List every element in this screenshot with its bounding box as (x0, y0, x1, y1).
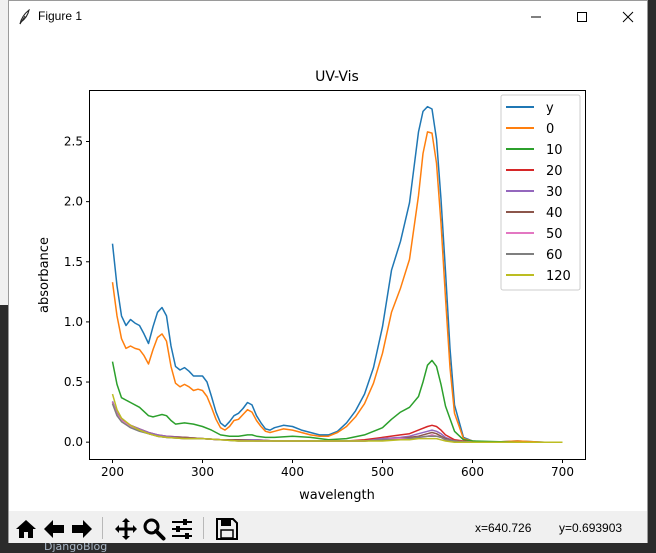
pan-button[interactable] (112, 515, 140, 543)
x-tick-label: 700 (551, 465, 574, 479)
uv-vis-chart[interactable]: UV-Vis 200 300 400 500 600 700 0.00.51.01.52.… (9, 32, 647, 511)
x-tick-label: 400 (281, 465, 304, 479)
y-tick-label: 0.5 (64, 375, 83, 389)
back-button[interactable] (40, 515, 68, 543)
feather-icon (19, 9, 30, 25)
zoom-icon (143, 518, 166, 541)
close-button[interactable] (605, 1, 651, 32)
legend-label-30: 30 (546, 185, 563, 200)
close-icon (622, 11, 634, 22)
series-line-40 (111, 402, 563, 443)
legend-label-60: 60 (546, 248, 563, 263)
background-project-label: DjangoBlog (44, 540, 108, 553)
zoom-button[interactable] (140, 515, 168, 543)
legend-label-120: 120 (546, 269, 571, 284)
x-tick-label: 200 (101, 465, 124, 479)
x-axis-label: wavelength (299, 488, 375, 503)
series-line-10 (111, 359, 563, 443)
forward-arrow-icon (72, 520, 92, 538)
legend-label-10: 10 (546, 143, 563, 158)
y-axis-ticks: 0.0 0.5 1.0 1.5 2.0 2.5 (64, 135, 90, 449)
series-line-30 (111, 401, 563, 443)
toolbar-separator (102, 517, 103, 539)
axes-frame (89, 90, 586, 460)
y-tick-label: 2.0 (64, 195, 83, 209)
series-line-y (111, 105, 563, 443)
home-button[interactable] (12, 515, 40, 543)
x-tick-label: 300 (191, 465, 214, 479)
x-tick-label: 500 (371, 465, 394, 479)
window-title: Figure 1 (38, 9, 83, 23)
figure-canvas[interactable]: UV-Vis 200 300 400 500 600 700 0.0 0.5 1.0 1.5 2.… (9, 32, 647, 511)
background-panel-left (0, 0, 8, 305)
x-coordinate-readout: x=640.726 (475, 521, 532, 535)
back-arrow-icon (44, 520, 64, 538)
y-tick-label: 2.5 (64, 135, 83, 149)
forward-button[interactable] (68, 515, 96, 543)
legend-label-50: 50 (546, 227, 563, 242)
maximize-icon (577, 11, 587, 22)
navigation-toolbar: x=640.726 y=0.693903 (9, 511, 647, 543)
chart-title: UV-Vis (315, 69, 359, 85)
maximize-button[interactable] (559, 1, 605, 32)
x-axis-ticks: 200 300 400 500 600 700 (101, 459, 574, 479)
figure-window: Figure 1 UV-Vis 200 300 400 500 600 700 0.0 0.… (8, 0, 648, 543)
legend-label-20: 20 (546, 164, 563, 179)
pan-icon (115, 518, 137, 540)
save-icon (216, 518, 238, 540)
home-icon (16, 520, 36, 538)
title-bar[interactable]: Figure 1 (9, 1, 647, 32)
y-axis-label: absorbance (37, 237, 52, 313)
minimize-button[interactable] (513, 1, 559, 32)
legend-label-y: y (546, 101, 554, 116)
legend: y 0 10 20 30 40 50 60 120 (500, 94, 581, 291)
legend-frame (500, 94, 581, 291)
y-tick-label: 0.0 (64, 435, 83, 449)
background-taskbar (0, 540, 656, 553)
y-tick-label: 1.5 (64, 255, 83, 269)
background-editor-right (648, 0, 656, 553)
configure-subplots-button[interactable] (168, 515, 196, 543)
series-line-120 (111, 393, 563, 443)
x-tick-label: 600 (461, 465, 484, 479)
toolbar-separator (203, 517, 204, 539)
y-coordinate-readout: y=0.693903 (559, 521, 623, 535)
configure-subplots-icon (172, 519, 192, 539)
save-button[interactable] (213, 515, 241, 543)
y-tick-label: 1.0 (64, 315, 83, 329)
series-line-0 (111, 131, 563, 443)
series-line-20 (111, 402, 563, 443)
legend-label-40: 40 (546, 206, 563, 221)
series-lines (111, 105, 563, 443)
minimize-icon (531, 16, 541, 17)
series-line-50 (111, 402, 563, 443)
legend-label-0: 0 (546, 122, 554, 137)
